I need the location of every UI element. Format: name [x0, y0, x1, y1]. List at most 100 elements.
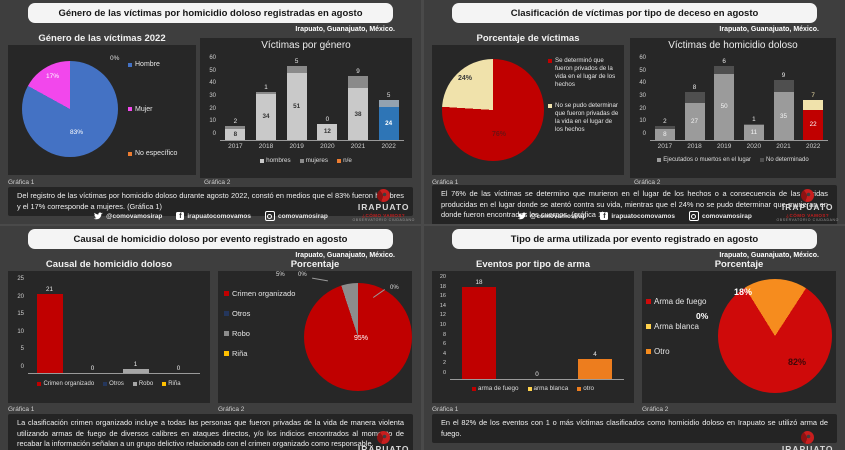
bar-legend: hombres mujeres n/e — [200, 157, 412, 164]
pie-deceso — [442, 59, 544, 161]
chart-heading: Causal de homicidio doloso — [45, 259, 173, 270]
bar-2019: 51 5 — [281, 58, 312, 140]
plot-area: 8 2 27 8 50 6 11 1 35 — [650, 58, 828, 141]
pie-label-otros: 0% — [390, 285, 399, 291]
chart-heading: Porcentaje — [714, 259, 764, 270]
irapuato-logo: IRAPUATO ¿CÓMO VAMOS? OBSERVATORIO CIUDA… — [352, 189, 415, 222]
bar-2020: 12 0 — [312, 58, 343, 140]
panel-title: Género de las víctimas por homicidio dol… — [28, 3, 393, 23]
bar-rina: 0 — [176, 365, 181, 372]
twitter-handle: @comovamosirap — [517, 212, 586, 221]
legend-swatch-ne — [337, 158, 342, 163]
bar-otro: 4 — [566, 277, 624, 379]
legend-swatch-hombre — [128, 62, 132, 67]
grafica-2-label: Gráfica 2 — [218, 406, 245, 413]
x-axis: 2017 2018 2019 2020 2021 2022 — [228, 143, 396, 150]
pie-label-otro: 18% — [734, 287, 753, 297]
legend-swatch-robo — [224, 331, 229, 336]
pie-label-mujer: 17% — [46, 73, 60, 80]
plot-area: 18 0 4 — [450, 277, 624, 380]
location-subtitle: Irapuato, Guanajuato, México. — [719, 252, 819, 259]
bar-otros: 0 — [90, 365, 95, 372]
legend-swatch-otros — [103, 382, 108, 386]
chart-heading: Porcentaje de víctimas — [476, 33, 580, 44]
legend-swatch-mujer — [128, 107, 132, 111]
legend-label: Hombre — [135, 61, 160, 68]
grafica-1-label: Gráfica 1 — [432, 179, 459, 186]
pie-causal — [304, 283, 412, 391]
legend-swatch-otro — [646, 349, 651, 354]
pie-genero — [22, 61, 118, 157]
legend-label: No específico — [135, 150, 178, 157]
bar-crimen-organizado: 21 — [28, 279, 71, 373]
instagram-icon — [688, 211, 699, 221]
pie-legend: Se determinó que fueron privados de la v… — [548, 57, 620, 135]
bar-chart-victimas-genero: Víctimas por género 60 50 40 30 20 10 0 8 2… — [200, 38, 412, 178]
legend-swatch-crimen — [37, 382, 42, 386]
pie-chart-genero: 0% 17% 83% Hombre Mujer No específico — [8, 45, 196, 175]
logo-swirl-icon — [801, 431, 815, 445]
instagram-handle: comovamosirap — [688, 211, 752, 221]
chart-heading: Porcentaje — [290, 259, 340, 270]
pie-legend: Arma de fuego Arma blanca Otro — [646, 297, 706, 356]
irapuato-logo: IRAPUATO ¿CÓMO VAMOS? OBSERVATORIO CIUDA… — [776, 189, 839, 222]
grafica-2-label: Gráfica 2 — [642, 406, 669, 413]
chart-title: Víctimas de homicidio doloso — [668, 40, 798, 51]
pie-armas — [718, 279, 832, 393]
facebook-icon: f — [176, 212, 185, 220]
bar-legend: Crimen organizado Otros Robo Riña — [8, 381, 210, 387]
bar-2018: 34 1 — [251, 58, 282, 140]
bar-2020: 11 1 — [739, 58, 769, 140]
legend-swatch-blanca — [527, 386, 532, 391]
legend-swatch-determinado — [548, 59, 552, 63]
social-bar: @comovamosirap f irapuatocomovamos comova… — [0, 211, 421, 221]
pie-label-rina: 0% — [298, 272, 307, 278]
twitter-icon — [93, 212, 103, 219]
leader-line — [312, 277, 328, 282]
y-axis: 60 50 40 30 20 10 0 — [639, 55, 646, 137]
legend-label: Mujer — [135, 105, 153, 113]
legend-swatch-crimen — [224, 291, 229, 296]
bar-chart-homicidio-doloso: Víctimas de homicidio doloso 60 50 40 30 2… — [630, 38, 836, 178]
instagram-icon — [264, 211, 275, 221]
bar-arma-blanca: 0 — [535, 371, 539, 378]
chart-heading: Género de las víctimas 2022 — [38, 33, 166, 44]
facebook-icon: f — [600, 212, 609, 220]
pie-label-crimen: 95% — [354, 335, 369, 342]
pie-chart-causal: Crimen organizado Otros Robo Riña 5% 0% … — [218, 271, 412, 403]
bar-robo: 1 — [114, 279, 157, 373]
legend-swatch-no-determinado — [760, 158, 764, 162]
legend-swatch-no-especifico — [128, 151, 132, 156]
plot-area: 21 0 1 0 — [28, 279, 200, 374]
pie-chart-deceso: 24% 76% Se determinó que fueron privados… — [432, 45, 624, 175]
location-subtitle: Irapuato, Guanajuato, México. — [295, 252, 395, 259]
legend-swatch-blanca — [646, 324, 651, 329]
plot-area: 8 2 34 1 51 5 12 0 38 — [220, 58, 404, 141]
pie-label-76: 76% — [492, 131, 507, 138]
bar-2019: 50 6 — [709, 58, 739, 140]
panel-title: Causal de homicidio doloso por evento re… — [28, 229, 393, 249]
instagram-handle: comovamosirap — [264, 211, 328, 221]
irapuato-logo: IRAPUATO ¿CÓMO VAMOS? OBSERVATORIO CIUDA… — [352, 431, 415, 450]
bar-legend: Ejecutados o muertos en el lugar No dete… — [630, 157, 836, 163]
bar-2021: 38 9 — [343, 58, 374, 140]
facebook-handle: f irapuatocomovamos — [600, 212, 675, 220]
pie-label-hombre: 83% — [70, 129, 84, 136]
location-subtitle: Irapuato, Guanajuato, México. — [719, 26, 819, 33]
pie-label-24: 24% — [458, 75, 473, 82]
legend-swatch-rina — [162, 382, 167, 386]
social-bar: @comovamosirap f irapuatocomovamos comova… — [424, 211, 845, 221]
bar-2017: 8 2 — [220, 58, 251, 140]
panel-title: Clasificación de víctimas por tipo de de… — [452, 3, 817, 23]
grafica-2-label: Gráfica 2 — [634, 179, 661, 186]
pie-label-robo: 5% — [276, 272, 285, 278]
legend-swatch-mujeres — [299, 158, 304, 163]
pie-label-fuego: 82% — [788, 357, 807, 367]
bar-2022-highlight: 22 7 — [798, 58, 828, 140]
note-text: En el 82% de los eventos con 1 o más víc… — [432, 414, 837, 444]
panel-title: Tipo de arma utilizada por evento regist… — [452, 229, 817, 249]
legend-swatch-rina — [224, 351, 229, 356]
note-text: Del registro de las víctimas por homicid… — [8, 187, 413, 217]
